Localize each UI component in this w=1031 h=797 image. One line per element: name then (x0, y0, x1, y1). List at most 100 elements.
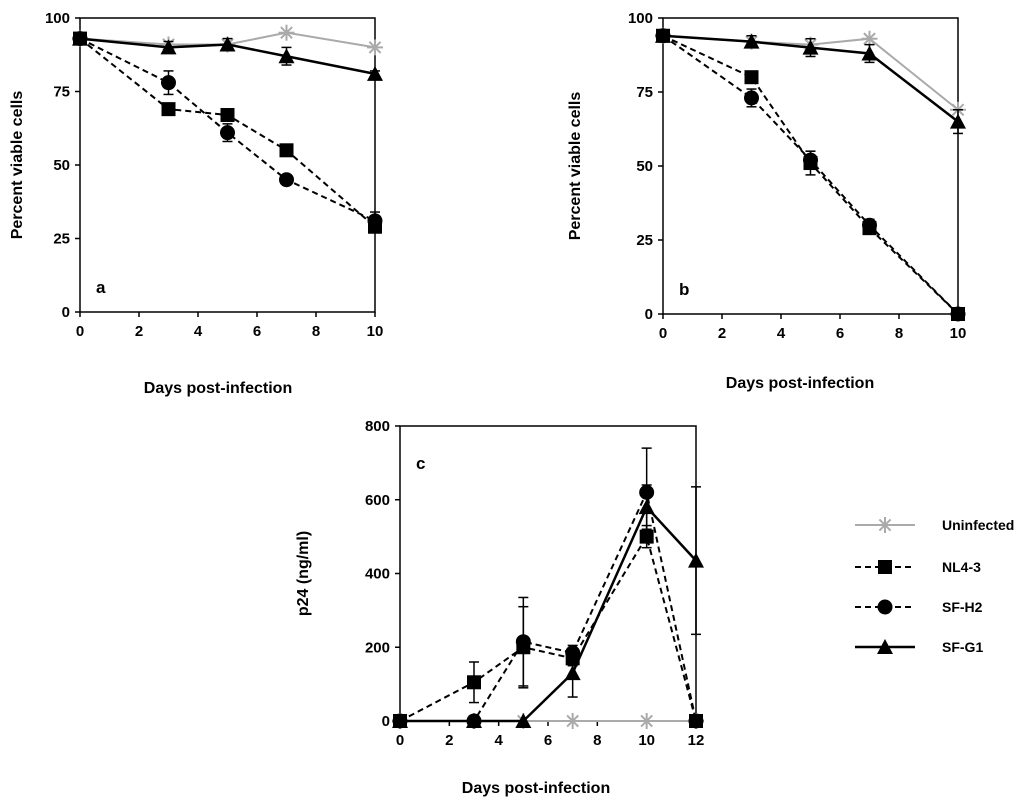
data-point (803, 152, 818, 168)
data-point (862, 217, 877, 233)
data-point (466, 713, 482, 728)
data-point (744, 70, 759, 85)
y-tick-label: 100 (45, 10, 70, 27)
plot-frame (399, 425, 697, 722)
legend-label: SF-G1 (942, 639, 983, 655)
panel-label: c (416, 454, 425, 473)
data-point (160, 39, 177, 55)
legend-item: SF-H2 (855, 599, 983, 615)
x-tick-label: 2 (135, 323, 143, 340)
data-point (220, 125, 235, 141)
y-tick-label: 75 (53, 84, 70, 101)
data-point (802, 39, 819, 55)
data-point (861, 45, 878, 61)
y-axis-label: p24 (ng/ml) (295, 531, 312, 616)
x-tick-label: 8 (312, 323, 320, 340)
series-sf-h2 (72, 31, 383, 231)
legend-item: Uninfected (855, 517, 1014, 533)
data-point (743, 33, 760, 49)
data-point (950, 113, 966, 129)
y-tick-label: 25 (636, 232, 653, 249)
series-line (79, 37, 376, 222)
x-tick-label: 10 (367, 323, 384, 340)
y-axis-label: Percent viable cells (567, 92, 584, 241)
data-point (688, 552, 704, 568)
data-point (161, 102, 176, 117)
y-tick-label: 75 (636, 84, 653, 101)
x-tick-label: 10 (950, 325, 967, 342)
x-axis-label: Days post-infection (144, 380, 292, 397)
data-point (219, 36, 236, 52)
y-tick-label: 200 (365, 639, 390, 656)
x-tick-label: 2 (718, 325, 726, 342)
legend-label: NL4-3 (942, 559, 981, 575)
panel-label: a (96, 278, 106, 297)
legend-label: Uninfected (942, 517, 1014, 533)
x-tick-label: 10 (638, 732, 655, 749)
legend: Uninfected NL4-3 SF-H2 SF-G1 (855, 517, 1014, 655)
triangle-icon (877, 639, 893, 654)
data-point (688, 713, 704, 729)
x-tick-label: 4 (494, 732, 503, 749)
y-tick-label: 0 (382, 713, 390, 730)
data-point (279, 172, 294, 188)
x-tick-label: 8 (895, 325, 903, 342)
data-point (278, 48, 295, 64)
x-axis-label: Days post-infection (462, 780, 610, 797)
data-point (220, 108, 235, 123)
data-point (515, 634, 531, 650)
data-point (161, 75, 176, 91)
data-point (950, 306, 966, 322)
chart-panel-c: 0 2 4 6 8 10 12 0 200 400 600 800 Days post-infectio… (295, 418, 704, 797)
series-nl4-3 (656, 28, 965, 321)
y-tick-label: 800 (365, 418, 390, 435)
series-sf-g1 (72, 30, 383, 81)
data-point (72, 30, 88, 46)
x-tick-label: 0 (659, 325, 667, 342)
y-tick-label: 50 (53, 157, 70, 174)
legend-item: SF-G1 (855, 639, 983, 655)
x-tick-label: 6 (836, 325, 844, 342)
x-tick-label: 2 (445, 732, 453, 749)
series-line (399, 534, 697, 722)
series-sf-g1 (655, 27, 966, 135)
y-tick-label: 25 (53, 231, 70, 248)
data-point (467, 675, 481, 690)
x-tick-label: 0 (396, 732, 404, 749)
data-point (655, 27, 671, 43)
series-line (400, 489, 697, 722)
x-tick-label: 8 (593, 732, 601, 749)
x-tick-label: 0 (76, 323, 84, 340)
x-tick-label: 4 (194, 323, 203, 340)
y-tick-label: 100 (628, 10, 653, 27)
y-tick-label: 400 (365, 566, 390, 583)
data-point (279, 143, 294, 158)
data-point (367, 65, 383, 81)
x-axis-label: Days post-infection (726, 375, 874, 392)
x-tick-label: 6 (253, 323, 261, 340)
plot-frame (79, 17, 376, 313)
data-point (564, 665, 581, 681)
series-sf-g1 (392, 484, 704, 728)
data-point (638, 713, 655, 729)
data-point (367, 213, 383, 229)
data-point (367, 39, 383, 56)
data-point (638, 499, 655, 515)
data-point (564, 713, 581, 729)
data-point (744, 90, 759, 106)
x-tick-label: 4 (777, 325, 786, 342)
series-line (400, 504, 697, 723)
y-axis-label: Percent viable cells (9, 91, 26, 240)
y-tick-label: 600 (365, 492, 390, 509)
x-tick-label: 12 (688, 732, 705, 749)
circle-icon (877, 599, 893, 615)
data-point (392, 713, 408, 728)
y-tick-label: 0 (62, 304, 70, 321)
x-tick-label: 6 (544, 732, 552, 749)
square-icon (878, 560, 892, 574)
panel-label: b (679, 280, 689, 299)
y-tick-label: 0 (645, 306, 653, 323)
